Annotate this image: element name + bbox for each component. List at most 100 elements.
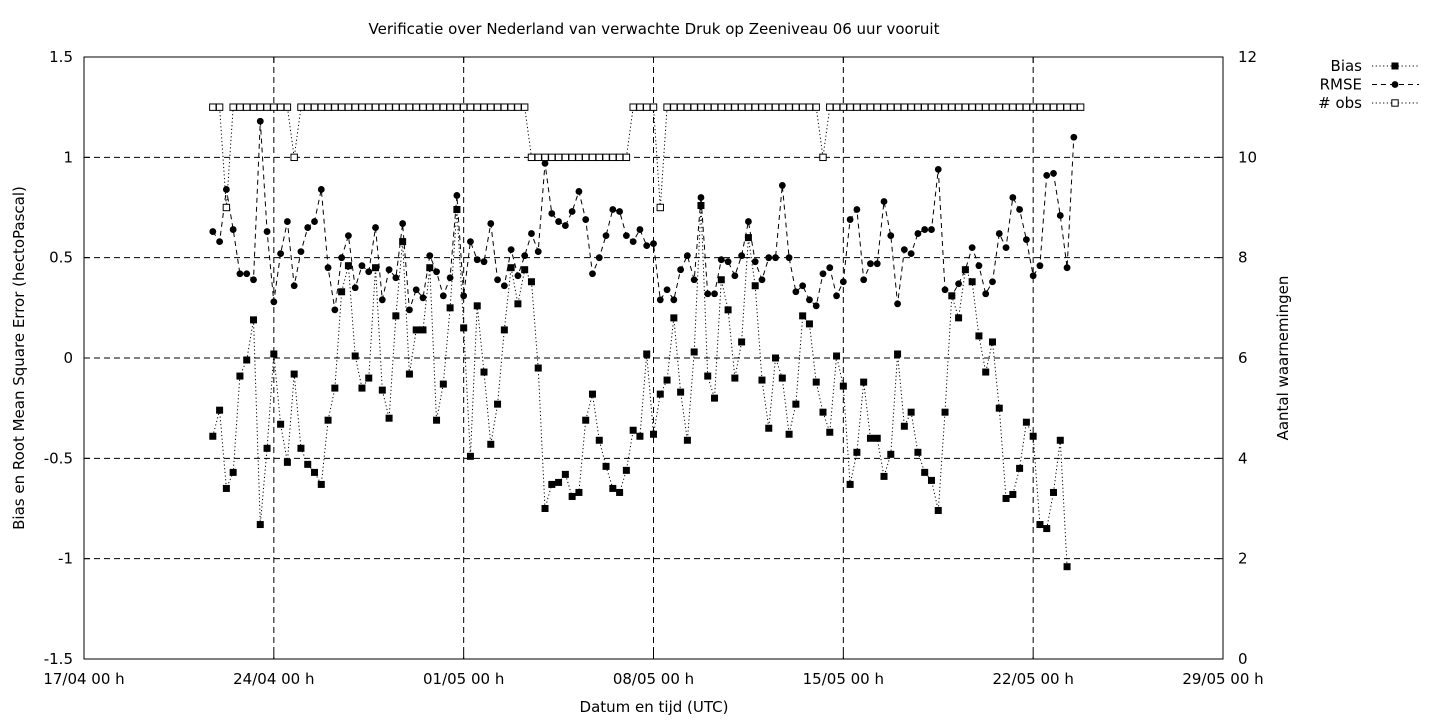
obs-point (737, 103, 746, 111)
bias-point (677, 388, 685, 396)
bias-point (249, 316, 257, 324)
bias-point (982, 368, 990, 376)
bias-point (534, 364, 542, 372)
legend-label-bias: Bias (1331, 57, 1363, 75)
obs-point (290, 153, 298, 162)
obs-point (466, 103, 475, 111)
rmse-series-line (212, 121, 1075, 310)
obs-point (615, 153, 624, 162)
rmse-point (541, 159, 549, 167)
bias-point (1036, 521, 1044, 529)
bias-point (514, 300, 522, 308)
rmse-point (772, 254, 779, 262)
rmse-point (331, 306, 339, 314)
obs-point (459, 103, 468, 111)
bias-point (453, 206, 461, 214)
obs-point (832, 103, 841, 111)
obs-point (1049, 103, 1058, 111)
rmse-point (704, 290, 712, 298)
obs-point (595, 153, 603, 162)
bias-point (297, 444, 305, 452)
rmse-point (894, 300, 901, 308)
obs-point (602, 153, 610, 162)
obs-point (344, 103, 353, 111)
rmse-point (250, 276, 257, 284)
rmse-point (1070, 133, 1078, 141)
bias-point (243, 356, 251, 364)
x-tick-label: 08/05 00 h (613, 670, 694, 688)
obs-point (859, 103, 868, 111)
bias-point (1002, 494, 1010, 502)
obs-point (439, 103, 448, 111)
rmse-point (765, 254, 773, 262)
rmse-point (989, 278, 996, 286)
rmse-point (277, 250, 285, 258)
bias-point (846, 480, 854, 488)
obs-point (839, 103, 848, 111)
rmse-point (283, 218, 291, 225)
rmse-point (324, 264, 332, 272)
rmse-point (867, 260, 874, 268)
obs-point (473, 103, 481, 111)
bias-point (256, 521, 264, 529)
rmse-point (385, 266, 393, 274)
obs-point (1056, 103, 1064, 111)
obs-point (880, 103, 888, 111)
bias-point (588, 390, 596, 398)
rmse-point (514, 272, 522, 280)
obs-point (1036, 103, 1044, 111)
bias-point (656, 390, 664, 398)
bias-point (500, 326, 508, 334)
legend-label-obs: # obs (1318, 94, 1362, 112)
obs-point (520, 103, 529, 111)
bias-point (317, 480, 325, 488)
rmse-point (575, 188, 583, 195)
obs-point (887, 103, 895, 111)
rmse-point (216, 238, 223, 246)
obs-point (215, 103, 224, 111)
rmse-point (982, 290, 990, 298)
rmse-point (622, 232, 630, 239)
obs-point (310, 103, 319, 111)
rmse-point (507, 246, 515, 254)
obs-point (961, 103, 970, 111)
obs-point (276, 103, 285, 111)
obs-point (982, 103, 990, 111)
bias-point (582, 416, 590, 424)
bias-point (751, 282, 759, 290)
bias-point (494, 400, 502, 408)
obs-point (927, 103, 936, 111)
rmse-point (900, 246, 908, 254)
bias-point (446, 304, 454, 312)
obs-point (954, 103, 963, 111)
rmse-point (677, 266, 685, 274)
rmse-point (1056, 212, 1064, 219)
rmse-point (1009, 194, 1017, 201)
obs-point (446, 103, 454, 111)
bias-point (358, 384, 366, 392)
rmse-point (656, 296, 664, 304)
obs-point (405, 103, 414, 111)
y2-tick-label: 12 (1238, 48, 1257, 66)
bias-point (866, 434, 874, 442)
bias-point (399, 238, 407, 246)
y-tick-label: 0 (63, 349, 73, 367)
obs-point (229, 103, 237, 111)
y2-tick-label: 6 (1238, 349, 1248, 367)
obs-point (643, 103, 651, 111)
rmse-point (243, 270, 251, 278)
bias-point (894, 350, 902, 358)
obs-point (507, 103, 515, 111)
bias-point (555, 478, 563, 486)
bias-point (216, 406, 224, 414)
bias-point (988, 338, 996, 346)
y2-tick-label: 2 (1238, 550, 1248, 568)
obs-point (385, 103, 393, 111)
obs-point (263, 103, 271, 111)
obs-point (907, 103, 915, 111)
bias-point (853, 448, 861, 456)
bias-point (955, 314, 963, 322)
rmse-point (1016, 206, 1024, 213)
obs-point (1015, 103, 1024, 111)
bias-point (711, 394, 719, 402)
